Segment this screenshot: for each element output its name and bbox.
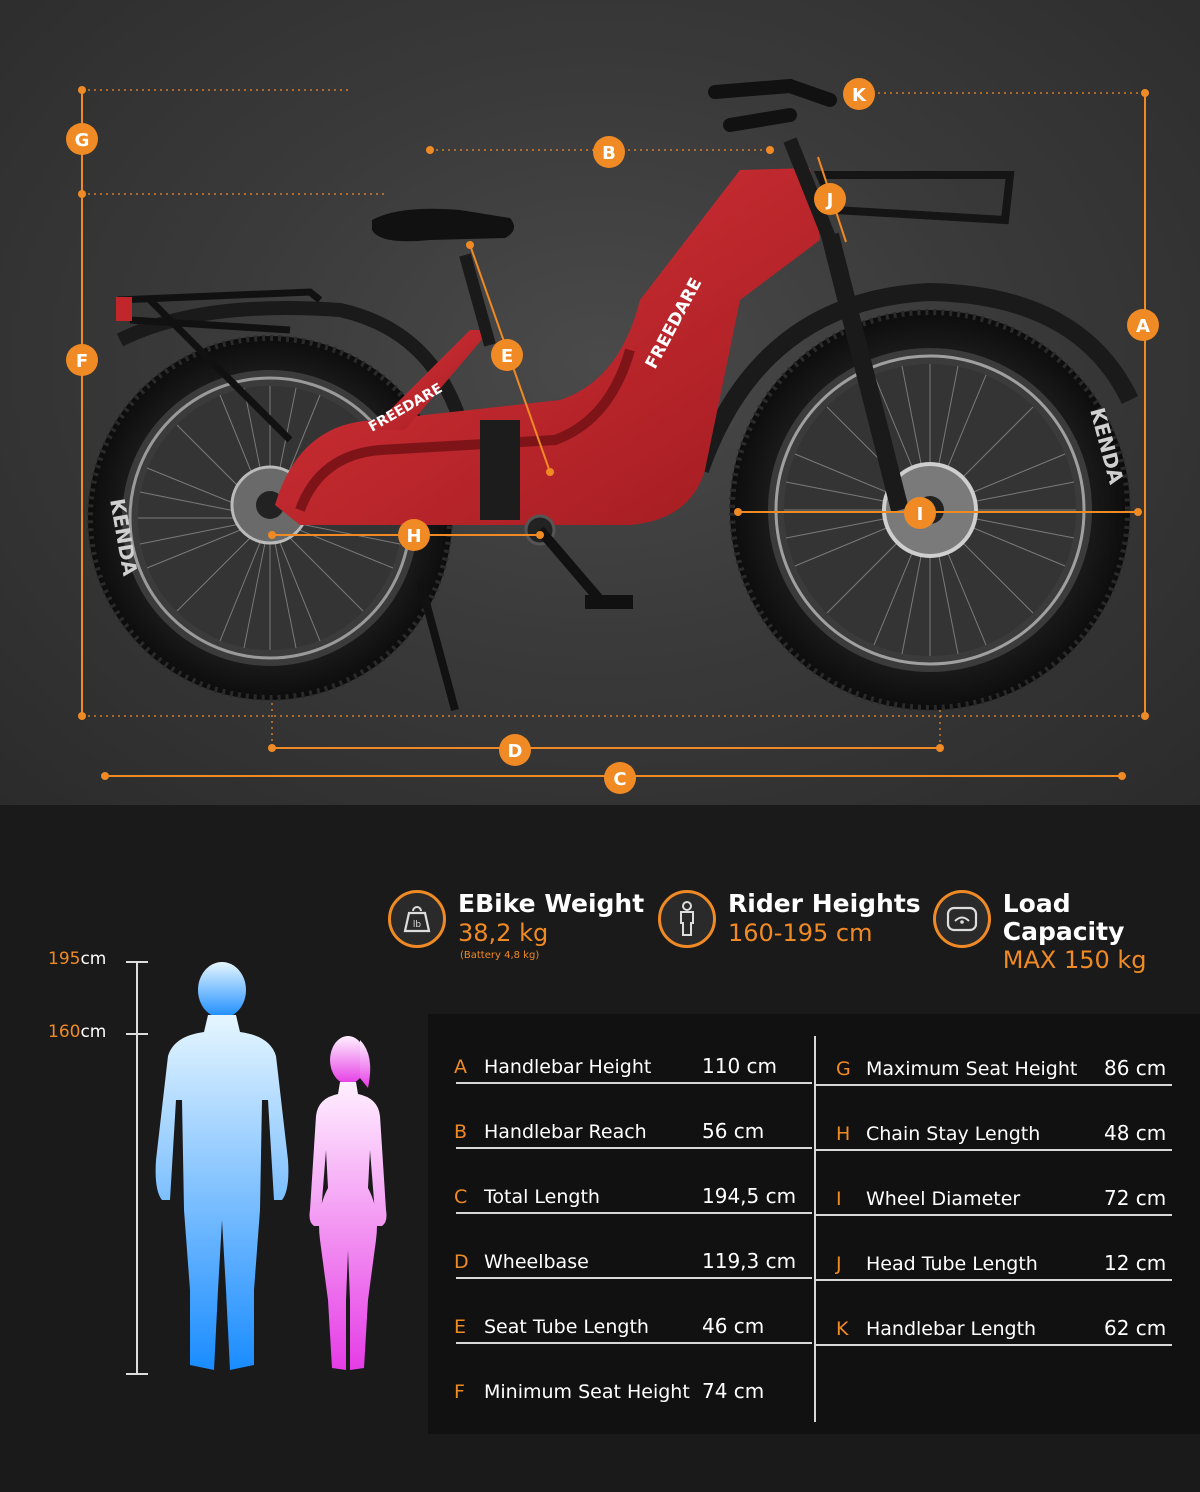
table-row: I Wheel Diameter 72 cm [836, 1186, 1167, 1210]
weight-icon: lb [388, 890, 446, 948]
load-title: Load Capacity [1002, 889, 1125, 946]
rider-title: Rider Heights [728, 889, 921, 918]
load-value: MAX 150 kg [1002, 946, 1147, 974]
marker-H: H [398, 519, 430, 551]
rider-silhouettes [155, 962, 387, 1370]
female-silhouette [309, 1036, 387, 1370]
marker-E: E [491, 339, 523, 371]
table-divider [814, 1036, 816, 1422]
table-row: G Maximum Seat Height 86 cm [836, 1056, 1167, 1080]
table-row: F Minimum Seat Height 74 cm [454, 1379, 765, 1403]
table-row: D Wheelbase 119,3 cm [454, 1249, 797, 1273]
stem [783, 137, 837, 243]
pedal [585, 595, 633, 609]
saddle [372, 208, 514, 242]
marker-J: J [814, 183, 846, 215]
svg-text:B: B [602, 143, 616, 164]
table-row: A Handlebar Height 110 cm [454, 1054, 778, 1078]
rider-value: 160-195 cm [728, 918, 873, 947]
bike-diagram-panel: KENDA KENDA FREEDARE FR [0, 0, 1200, 805]
svg-text:G: G [75, 130, 90, 151]
marker-G: G [66, 123, 98, 155]
table-row: H Chain Stay Length 48 cm [836, 1121, 1167, 1145]
height-label-160: 160cm [48, 1022, 107, 1042]
spec-rider-heights: Rider Heights 160-195 cm [658, 890, 921, 948]
weight-title: EBike Weight [458, 889, 645, 918]
svg-text:E: E [501, 346, 513, 367]
svg-text:A: A [1136, 316, 1150, 337]
svg-text:K: K [852, 85, 867, 106]
rear-light [116, 297, 132, 321]
handlebar-grip [723, 108, 797, 132]
height-tick-195 [126, 961, 148, 963]
height-tick-base [126, 1373, 148, 1375]
weight-value: 38,2 kg [458, 918, 549, 947]
geometry-table: A Handlebar Height 110 cm B Handlebar Re… [428, 1014, 1200, 1434]
rear-rack [117, 288, 323, 443]
height-label-195: 195cm [48, 949, 107, 969]
load-icon [933, 890, 991, 948]
front-fork [821, 232, 909, 513]
kickstand [416, 578, 459, 712]
table-row: C Total Length 194,5 cm [454, 1184, 797, 1208]
height-scale-axis [136, 962, 138, 1374]
bike-diagram: KENDA KENDA FREEDARE FR [66, 78, 1159, 794]
svg-text:C: C [613, 769, 626, 790]
table-row: B Handlebar Reach 56 cm [454, 1119, 765, 1143]
table-row: J Head Tube Length 12 cm [836, 1251, 1167, 1275]
person-icon [658, 890, 716, 948]
spec-load-capacity: Load Capacity MAX 150 kg [933, 890, 1200, 973]
height-tick-160 [126, 1033, 148, 1035]
table-row: E Seat Tube Length 46 cm [454, 1314, 765, 1338]
male-silhouette [155, 962, 289, 1370]
svg-text:J: J [825, 190, 834, 211]
marker-K: K [843, 78, 875, 110]
svg-text:F: F [76, 351, 88, 372]
front-fender [691, 282, 1139, 473]
table-row: K Handlebar Length 62 cm [836, 1316, 1167, 1340]
svg-text:lb: lb [413, 920, 422, 930]
battery-weight-note: (Battery 4,8 kg) [460, 949, 540, 961]
spec-weight: lb EBike Weight 38,2 kg (Battery 4,8 kg) [388, 890, 644, 961]
marker-F: F [66, 344, 98, 376]
marker-I: I [904, 497, 936, 529]
marker-A: A [1127, 309, 1159, 341]
measurement-endpoints [78, 86, 1149, 780]
crank-arm [536, 526, 604, 604]
seat-post [459, 253, 496, 347]
marker-C: C [604, 762, 636, 794]
svg-text:D: D [508, 741, 523, 762]
svg-text:H: H [406, 526, 421, 547]
marker-B: B [593, 136, 625, 168]
marker-D: D [499, 734, 531, 766]
svg-text:I: I [917, 504, 924, 525]
handlebar [708, 78, 837, 107]
front-basket [813, 171, 1015, 225]
